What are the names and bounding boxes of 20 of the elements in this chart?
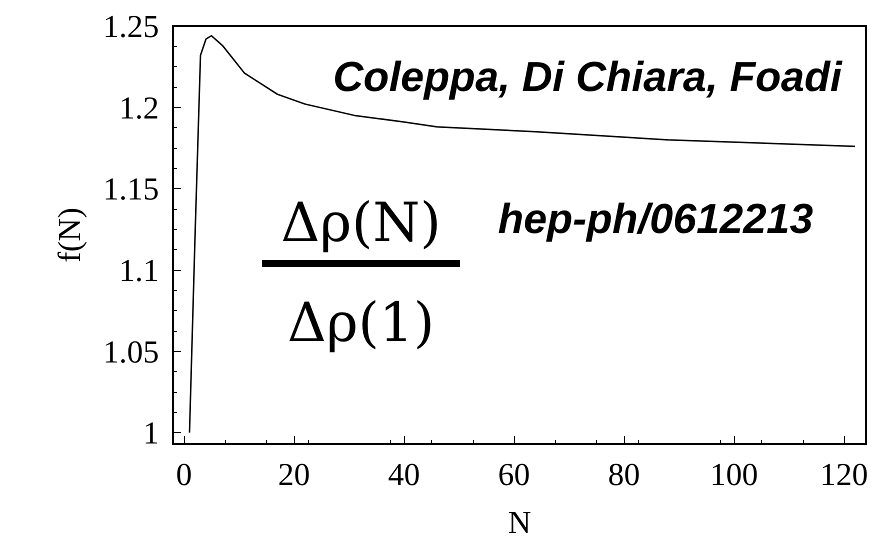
annotation: hep-ph/0612213 [498, 195, 814, 243]
x-tick-label: 120 [820, 456, 868, 492]
x-tick-label: 100 [710, 456, 758, 492]
x-tick-label: 0 [176, 456, 192, 492]
annotation: Δρ(N) [262, 191, 460, 268]
x-axis-title: N [508, 504, 532, 540]
annotation: Coleppa, Di Chiara, Foadi [333, 53, 842, 101]
x-tick-label: 80 [608, 456, 640, 492]
x-tick-label: 40 [388, 456, 420, 492]
y-tick-label: 1.15 [103, 170, 159, 207]
x-tick-label: 20 [278, 456, 310, 492]
y-axis-title: f(N) [51, 207, 87, 263]
y-tick-label: 1 [143, 414, 159, 451]
y-tick-label: 1.05 [103, 333, 159, 370]
y-tick-label: 1.2 [119, 89, 159, 126]
annotation: Δρ(1) [286, 291, 436, 354]
x-tick-label: 60 [498, 456, 530, 492]
line-series [188, 35, 856, 434]
y-tick-label: 1.25 [103, 8, 159, 44]
y-tick-label: 1.1 [119, 252, 159, 288]
